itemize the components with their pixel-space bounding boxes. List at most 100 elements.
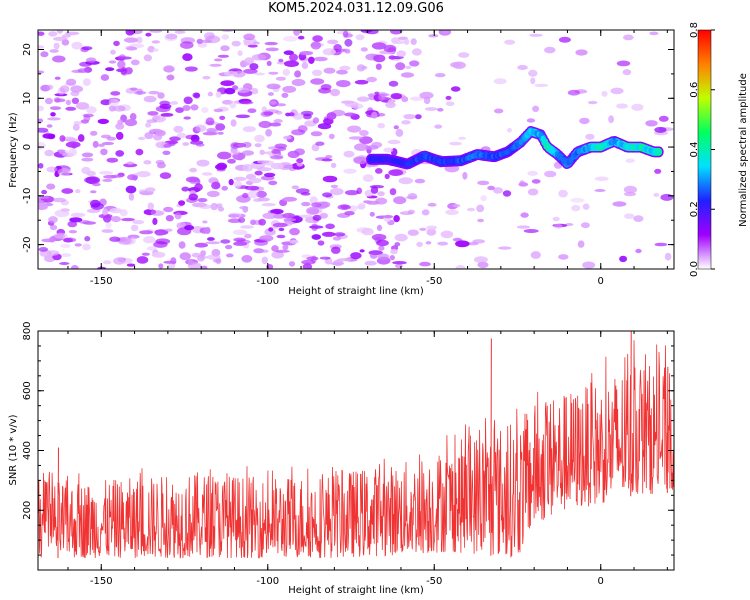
noise-blob-302 [282, 244, 289, 251]
noise-blob-891 [102, 208, 109, 216]
noise-blob-490 [147, 45, 155, 53]
noise-blob-885 [271, 149, 281, 154]
noise-blob-594 [403, 38, 410, 45]
noise-blob-725 [199, 204, 212, 209]
noise-blob-636 [214, 58, 223, 62]
noise-blob-244 [117, 236, 133, 245]
noise-blob-659 [123, 37, 139, 43]
noise-blob-153 [375, 168, 383, 174]
noise-blob-927 [213, 108, 224, 113]
noise-blob-858 [370, 186, 379, 194]
noise-blob-615 [159, 172, 172, 180]
noise-blob-445 [300, 110, 314, 117]
x-tick-label: -50 [426, 276, 442, 287]
noise-blob-466 [54, 209, 70, 218]
noise-blob-908 [38, 195, 50, 199]
noise-blob-94 [359, 249, 365, 253]
noise-blob-2 [265, 47, 279, 52]
noise-blob-421 [70, 265, 79, 269]
noise-blob-835 [269, 155, 284, 160]
noise-blob-298 [70, 90, 80, 97]
noise-blob-414 [71, 41, 83, 50]
noise-blob-515 [230, 119, 237, 127]
noise-blob-79 [394, 242, 401, 247]
noise-blob-753 [315, 141, 325, 146]
noise-blob-124 [377, 123, 386, 129]
noise-blob-889 [330, 188, 344, 196]
noise-blob-796 [124, 119, 138, 127]
noise-blob-501 [194, 242, 208, 248]
noise-blob-50 [196, 159, 210, 167]
noise-blob-536 [201, 265, 208, 269]
noise-blob-950 [378, 93, 386, 101]
noise-blob-523 [410, 38, 417, 45]
noise-blob-814 [292, 112, 304, 120]
x-tick-label: -150 [90, 576, 113, 587]
noise-blob-739 [65, 138, 79, 142]
colorbar: 0.0 0.2 0.4 0.6 0.8 Normalized spectral ampl… [689, 22, 749, 277]
noise-blob-703 [350, 252, 362, 260]
noise-blob-914 [385, 101, 396, 109]
noise-blob-787 [344, 211, 355, 216]
noise-blob-429 [227, 218, 242, 223]
y-tick-label: -20 [22, 236, 33, 252]
noise-blob-164 [594, 176, 609, 182]
noise-blob-434 [84, 236, 91, 242]
noise-blob-820 [527, 170, 538, 176]
noise-blob-322 [141, 252, 150, 256]
noise-blob-13 [616, 103, 628, 109]
noise-blob-629 [53, 42, 60, 50]
noise-blob-806 [445, 95, 452, 100]
y-tick-label: -10 [22, 188, 33, 204]
noise-blob-860 [40, 51, 49, 58]
noise-blob-824 [247, 108, 257, 113]
noise-blob-202 [110, 91, 121, 96]
noise-blob-778 [240, 225, 254, 229]
noise-blob-173 [145, 122, 152, 128]
noise-blob-275 [163, 65, 175, 73]
noise-blob-623 [664, 252, 672, 261]
noise-blob-886 [344, 190, 359, 196]
noise-blob-955 [173, 125, 184, 133]
noise-blob-242 [387, 139, 401, 145]
spectrogram-noise [38, 30, 674, 269]
noise-blob-351 [582, 203, 590, 210]
noise-blob-229 [327, 39, 339, 45]
noise-blob-195 [450, 62, 461, 68]
noise-blob-584 [269, 100, 277, 105]
noise-blob-748 [330, 162, 337, 169]
noise-blob-222 [284, 60, 299, 67]
noise-blob-630 [608, 115, 614, 124]
noise-blob-191 [217, 151, 232, 160]
noise-blob-587 [105, 222, 112, 229]
noise-blob-619 [360, 47, 368, 52]
noise-blob-767 [402, 210, 409, 214]
noise-blob-638 [52, 36, 68, 42]
spectrogram-y-axis: 20 10 0 -10 -20 [22, 43, 674, 270]
spectrogram-signal-trace [366, 126, 664, 170]
noise-blob-92 [288, 261, 296, 267]
noise-blob-379 [163, 206, 174, 213]
noise-blob-503 [558, 189, 568, 198]
noise-blob-252 [332, 236, 342, 241]
noise-blob-424 [653, 192, 660, 197]
noise-blob-840 [455, 265, 466, 269]
snr-peak [490, 338, 492, 556]
noise-blob-866 [293, 30, 300, 36]
noise-blob-0 [143, 54, 152, 62]
noise-blob-610 [388, 169, 404, 177]
noise-blob-97 [273, 119, 283, 123]
noise-blob-772 [369, 252, 378, 259]
noise-blob-943 [229, 101, 237, 109]
noise-blob-918 [272, 222, 288, 228]
noise-blob-546 [46, 183, 56, 190]
noise-blob-730 [287, 150, 300, 159]
y-tick-label: 200 [22, 501, 33, 520]
noise-blob-479 [425, 241, 432, 245]
noise-blob-910 [389, 255, 395, 261]
noise-blob-856 [371, 42, 387, 50]
noise-blob-155 [487, 185, 495, 191]
noise-blob-388 [504, 39, 516, 45]
noise-blob-707 [299, 51, 314, 56]
noise-blob-401 [376, 239, 389, 247]
